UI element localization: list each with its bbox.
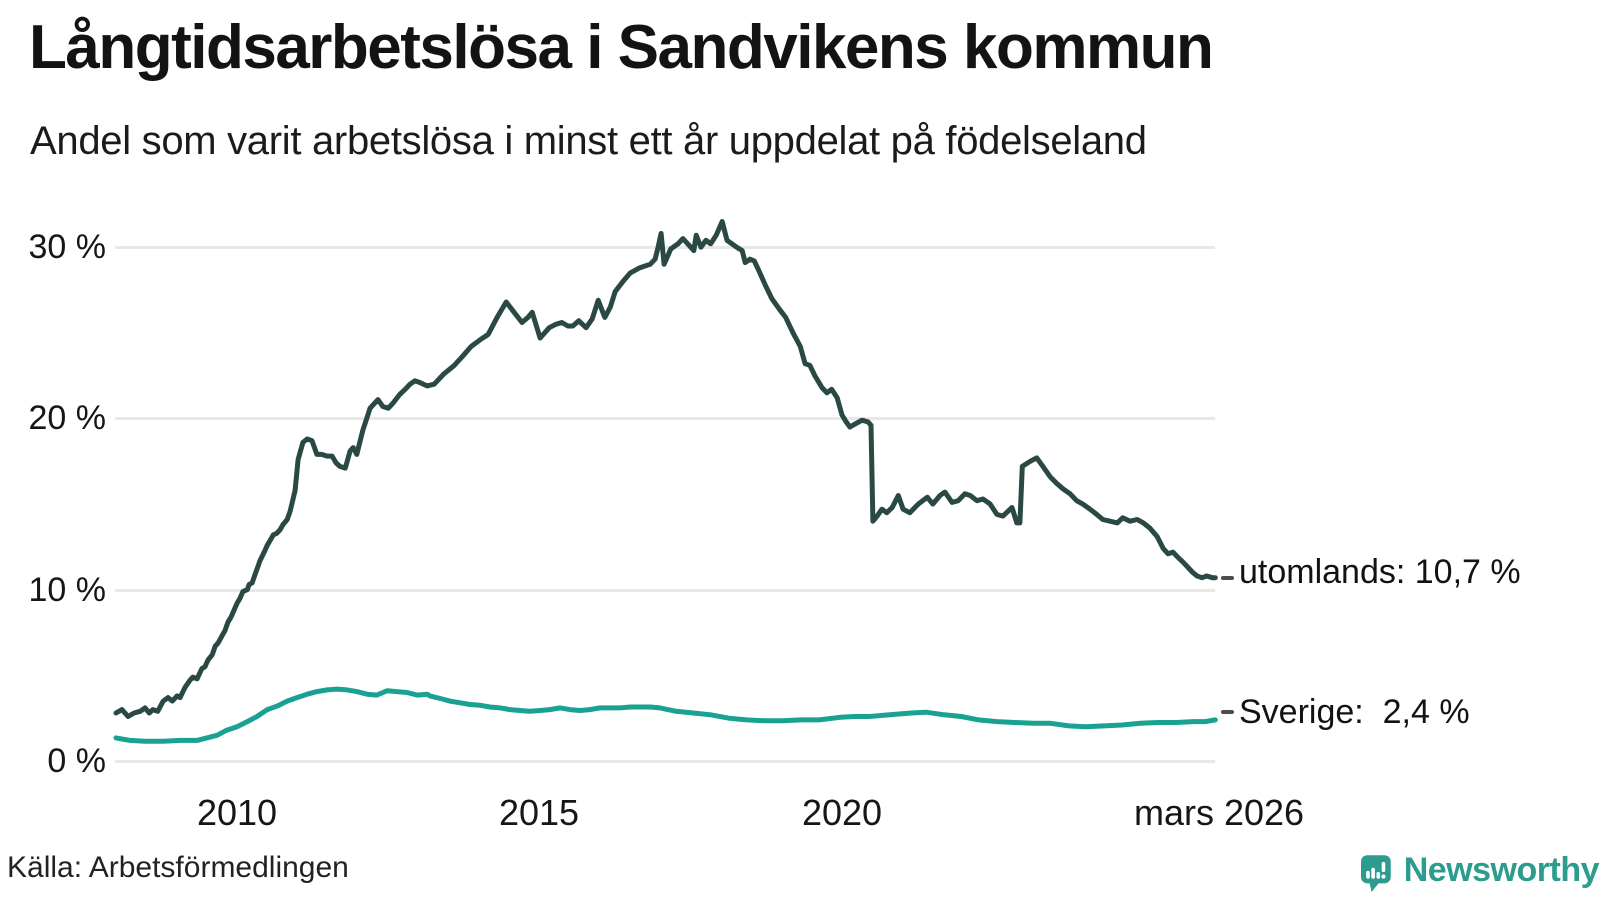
utomlands-label-dash	[1221, 576, 1234, 580]
newsworthy-wordmark: Newsworthy	[1403, 851, 1600, 889]
gridline-10	[115, 589, 1215, 592]
newsworthy-logo: Newsworthy	[1361, 850, 1600, 900]
y-tick-10: 10 %	[28, 571, 107, 609]
sverige-label-dash	[1221, 710, 1234, 714]
utomlands-end-label: utomlands: 10,7 %	[1239, 553, 1521, 591]
x-tick-2010: 2010	[196, 792, 278, 833]
sverige-line	[113, 686, 1218, 744]
x-tick-mars-2026: mars 2026	[1133, 792, 1305, 833]
y-tick-0: 0 %	[47, 742, 106, 780]
page-title: Långtidsarbetslösa i Sandvikens kommun	[29, 13, 1214, 82]
utomlands-line	[113, 219, 1218, 719]
gridline-30	[115, 246, 1215, 249]
x-tick-2015: 2015	[498, 792, 580, 833]
gridline-20	[115, 417, 1215, 420]
newsworthy-logo-icon	[1361, 855, 1391, 892]
sverige-end-label: Sverige: 2,4 %	[1239, 693, 1470, 731]
source-note: Källa: Arbetsförmedlingen	[7, 851, 349, 884]
page-subtitle: Andel som varit arbetslösa i minst ett å…	[30, 119, 1147, 163]
y-tick-20: 20 %	[28, 399, 107, 437]
x-tick-2020: 2020	[801, 792, 883, 833]
y-tick-30: 30 %	[28, 228, 107, 266]
gridline-0	[115, 760, 1215, 763]
